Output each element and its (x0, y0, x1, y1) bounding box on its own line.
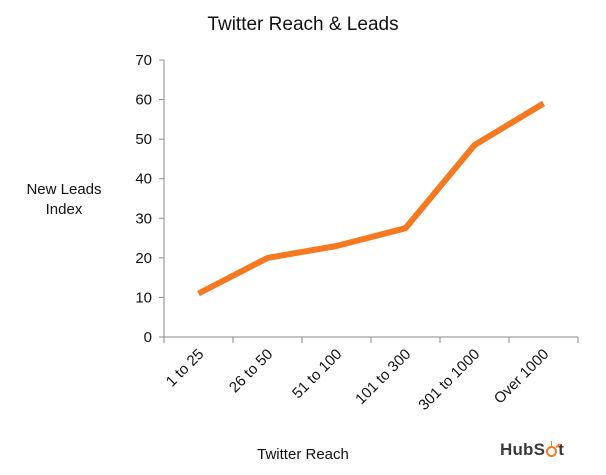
y-tick-label: 30 (135, 210, 152, 227)
y-tick-label: 10 (135, 289, 152, 306)
logo-prefix: HubS (500, 440, 546, 459)
x-tick-label: 101 to 300 (352, 346, 414, 408)
logo-suffix: t (558, 440, 565, 459)
x-tick-label: 301 to 1000 (415, 346, 483, 414)
y-tick-label: 20 (135, 250, 152, 267)
x-tick-label: Over 1000 (491, 346, 553, 408)
y-tick-label: 60 (135, 92, 152, 109)
x-tick-label: 26 to 50 (226, 346, 276, 396)
y-tick-label: 0 (144, 329, 152, 346)
x-tick-label: 51 to 100 (289, 346, 345, 402)
y-tick-label: 70 (135, 52, 152, 69)
x-axis-label: Twitter Reach (257, 446, 349, 463)
chart-title: Twitter Reach & Leads (207, 14, 399, 35)
x-tick-label: 1 to 25 (163, 346, 207, 390)
y-tick-label: 50 (135, 131, 152, 148)
y-tick-label: 40 (135, 171, 152, 188)
series-line (197, 100, 546, 297)
y-axis-label: New Leads Index (26, 181, 102, 218)
sprocket-icon (546, 441, 558, 457)
hubspot-logo: HubS t (500, 440, 564, 460)
